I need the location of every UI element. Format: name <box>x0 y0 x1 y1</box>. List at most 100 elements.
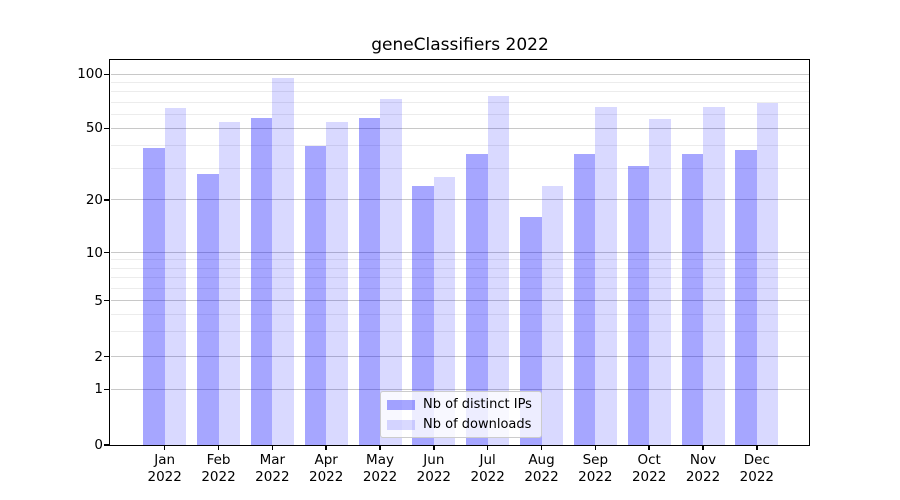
legend-item: Nb of downloads <box>387 416 532 433</box>
legend-item: Nb of distinct IPs <box>387 396 532 413</box>
x-tick-month: Aug <box>528 452 555 468</box>
y-axis-tick-label: 0 <box>94 437 103 453</box>
gridline-minor <box>111 101 809 103</box>
gridline-major <box>111 300 809 302</box>
gridline-major <box>111 199 809 201</box>
gridline-minor <box>111 145 809 147</box>
chart-title: geneClassifiers 2022 <box>371 35 549 55</box>
legend-label: Nb of distinct IPs <box>423 397 532 412</box>
x-tick-mark <box>379 445 381 450</box>
y-tick-mark <box>104 444 109 446</box>
x-tick-mark <box>486 445 489 450</box>
legend-label: Nb of downloads <box>423 417 532 432</box>
y-axis-tick-label: 2 <box>94 348 103 365</box>
legend: Nb of distinct IPs Nb of downloads <box>380 391 542 438</box>
y-axis-tick-label: 100 <box>77 66 103 83</box>
x-tick-mark <box>702 445 704 450</box>
bar-nb-of-distinct-ips-oct <box>627 165 650 445</box>
x-axis-tick-label: Dec 2022 <box>725 452 789 485</box>
y-tick-mark <box>104 73 109 76</box>
x-tick-month: Jul <box>479 452 496 468</box>
bar-nb-of-distinct-ips-aug <box>520 216 542 445</box>
bar-nb-of-downloads-oct <box>649 119 671 445</box>
x-axis-tick-label: Mar 2022 <box>240 452 304 485</box>
x-axis-tick-label: Sep 2022 <box>563 452 627 485</box>
legend-swatch-nb-of-downloads <box>387 419 415 430</box>
bar-nb-of-downloads-dec <box>756 103 779 445</box>
gridline-minor <box>111 113 809 115</box>
gridline-minor <box>111 313 809 315</box>
y-tick-mark <box>104 251 109 254</box>
x-tick-mark <box>756 445 758 450</box>
bar-nb-of-downloads-jul <box>487 95 510 445</box>
y-axis-tick-label: 20 <box>85 191 103 208</box>
x-axis-tick-label: Oct 2022 <box>617 452 681 485</box>
y-axis-tick-label: 1 <box>94 381 103 398</box>
x-tick-month: Oct <box>637 452 661 468</box>
x-tick-month: May <box>366 452 394 468</box>
x-tick-year: 2022 <box>309 468 344 485</box>
y-tick-mark <box>104 199 109 201</box>
gridline-minor <box>111 81 809 83</box>
bar-nb-of-downloads-may <box>380 98 402 445</box>
y-axis-tick-label: 10 <box>85 244 103 261</box>
x-tick-year: 2022 <box>416 468 452 485</box>
x-tick-mark <box>648 445 650 450</box>
bar-nb-of-distinct-ips-nov <box>681 154 703 445</box>
x-tick-mark <box>271 445 274 450</box>
x-tick-year: 2022 <box>739 468 774 485</box>
x-tick-month: Feb <box>206 452 231 468</box>
x-axis-tick-label: May 2022 <box>348 452 412 485</box>
x-tick-month: Sep <box>582 452 609 468</box>
x-tick-year: 2022 <box>201 468 236 485</box>
x-tick-year: 2022 <box>578 468 613 485</box>
bar-nb-of-downloads-mar <box>272 78 294 445</box>
x-tick-month: Dec <box>743 452 770 468</box>
bar-nb-of-downloads-aug <box>541 185 563 445</box>
gridline-major <box>111 388 809 390</box>
bar-nb-of-downloads-jan <box>164 107 187 445</box>
bar-nb-of-distinct-ips-mar <box>250 118 273 445</box>
x-tick-year: 2022 <box>524 468 559 485</box>
y-tick-mark <box>104 355 109 358</box>
x-axis-tick-label: Jun 2022 <box>402 452 466 485</box>
gridline-major <box>111 252 809 254</box>
bar-nb-of-distinct-ips-dec <box>735 149 757 445</box>
x-tick-year: 2022 <box>470 468 505 485</box>
gridline-minor <box>111 276 809 278</box>
x-tick-year: 2022 <box>147 468 182 485</box>
x-axis-tick-label: Nov 2022 <box>671 452 735 485</box>
bar-nb-of-downloads-nov <box>703 106 725 445</box>
x-axis-tick-label: Aug 2022 <box>510 452 574 485</box>
bar-nb-of-downloads-sep <box>595 106 617 445</box>
bar-nb-of-distinct-ips-feb <box>197 173 219 445</box>
gridline-minor <box>111 91 809 93</box>
x-tick-year: 2022 <box>362 468 398 485</box>
x-tick-month: Jan <box>154 452 176 468</box>
bar-nb-of-distinct-ips-jul <box>466 154 488 445</box>
x-tick-year: 2022 <box>255 468 290 485</box>
bar-nb-of-downloads-jun <box>433 176 456 445</box>
x-tick-year: 2022 <box>685 468 721 485</box>
gridline-minor <box>111 259 809 261</box>
x-axis-tick-label: Jul 2022 <box>456 452 520 485</box>
x-tick-mark <box>163 445 166 450</box>
x-tick-mark <box>540 445 543 450</box>
x-tick-year: 2022 <box>631 468 667 485</box>
x-tick-mark <box>325 445 327 450</box>
bar-nb-of-distinct-ips-jan <box>143 147 165 445</box>
gridline-minor <box>111 287 809 289</box>
gridline-minor <box>111 267 809 269</box>
y-axis-tick-label: 5 <box>94 292 103 309</box>
x-tick-mark <box>217 445 220 450</box>
gridline-major <box>111 356 809 358</box>
x-axis-tick-label: Apr 2022 <box>294 452 358 485</box>
bar-nb-of-distinct-ips-sep <box>573 154 596 445</box>
bar-nb-of-downloads-apr <box>326 122 348 445</box>
gridline-minor <box>111 167 809 169</box>
x-axis-tick-label: Feb 2022 <box>187 452 251 485</box>
bar-nb-of-distinct-ips-may <box>358 118 381 445</box>
y-tick-mark <box>104 127 109 130</box>
bar-nb-of-distinct-ips-jun <box>412 185 434 445</box>
